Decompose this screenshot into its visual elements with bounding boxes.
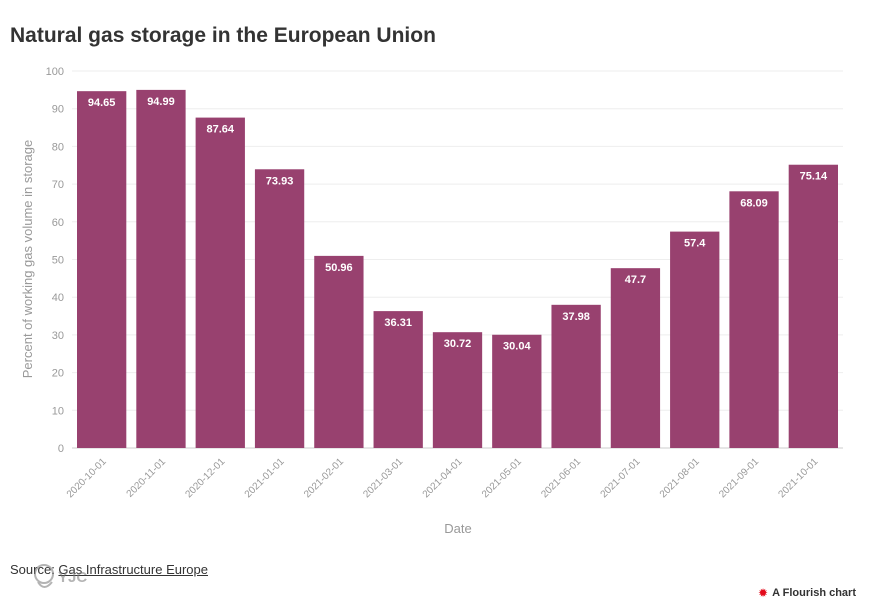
x-tick-label: 2021-06-01 (539, 456, 583, 500)
chart-title: Natural gas storage in the European Unio… (10, 24, 436, 47)
bar-value-label: 87.64 (207, 124, 235, 136)
flourish-credit-label: A Flourish chart (772, 587, 856, 599)
y-tick-label: 0 (58, 443, 64, 455)
bar (492, 334, 542, 448)
x-axis-title: Date (444, 521, 471, 536)
bar-value-label: 73.93 (266, 175, 294, 187)
bar (195, 117, 245, 448)
x-tick-label: 2021-04-01 (421, 456, 465, 500)
bar (788, 164, 838, 448)
y-tick-label: 30 (52, 330, 64, 342)
x-tick-label: 2020-11-01 (125, 456, 169, 500)
y-tick-label: 70 (52, 179, 64, 191)
flourish-logo-icon: ✹ (758, 586, 769, 600)
bar-value-label: 30.72 (444, 338, 472, 350)
x-tick-label: 2021-09-01 (717, 456, 761, 500)
bar (77, 91, 127, 449)
bar-value-label: 94.99 (147, 96, 175, 108)
bar-value-label: 94.65 (88, 97, 116, 109)
bar (610, 268, 661, 448)
y-tick-label: 20 (52, 368, 64, 380)
y-axis-ticks: 0 10 20 30 40 50 60 70 80 90 100 (46, 66, 64, 455)
bar (432, 332, 483, 448)
bar-value-label: 47.7 (625, 274, 646, 286)
bars (77, 89, 838, 449)
bar-value-label: 37.98 (562, 311, 590, 323)
x-tick-label: 2020-12-01 (183, 456, 227, 500)
bar-value-label: 36.31 (384, 317, 412, 329)
y-tick-label: 10 (52, 405, 64, 417)
y-tick-label: 80 (52, 141, 64, 153)
bar (314, 255, 364, 448)
bar (670, 231, 720, 448)
x-tick-label: 2021-01-01 (243, 456, 287, 500)
x-tick-label: 2021-03-01 (361, 456, 405, 500)
y-axis-title: Percent of working gas volume in storage (20, 140, 35, 378)
x-tick-label: 2021-02-01 (302, 456, 346, 500)
bar-data-labels: 94.65 94.99 87.64 73.93 50.96 36.31 30.72 30.04… (88, 96, 828, 353)
bar-value-label: 57.4 (684, 238, 706, 250)
bar (729, 191, 779, 448)
news-agency-logo-icon: YJC (34, 564, 87, 588)
x-tick-label: 2021-10-01 (777, 456, 821, 500)
y-tick-label: 60 (52, 217, 64, 229)
bar-value-label: 30.04 (503, 341, 531, 353)
x-tick-label: 2021-08-01 (658, 456, 702, 500)
y-tick-label: 90 (52, 104, 64, 116)
source-link[interactable]: Gas Infrastructure Europe (58, 562, 208, 577)
x-axis-ticks: 2020-10-01 2020-11-01 2020-12-01 2021-01-01… (65, 456, 821, 500)
x-tick-label: 2021-07-01 (599, 456, 643, 500)
bar-value-label: 75.14 (800, 171, 828, 183)
x-tick-label: 2020-10-01 (65, 456, 109, 500)
y-tick-label: 100 (46, 66, 64, 78)
watermark-text: YJC (58, 569, 87, 586)
flourish-credit[interactable]: ✹ A Flourish chart (758, 587, 856, 599)
y-tick-label: 40 (52, 292, 64, 304)
x-tick-label: 2021-05-01 (480, 456, 524, 500)
bar (254, 169, 305, 448)
bar (136, 89, 186, 449)
bar-value-label: 68.09 (740, 197, 768, 209)
bar (551, 304, 601, 448)
bar (373, 311, 423, 448)
bar-value-label: 50.96 (325, 262, 353, 274)
y-tick-label: 50 (52, 255, 64, 267)
